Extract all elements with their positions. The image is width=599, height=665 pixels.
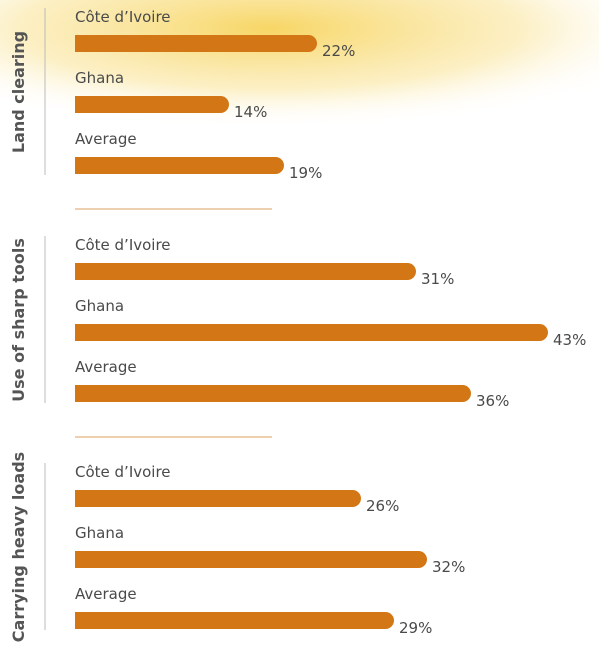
bar [75, 385, 471, 402]
value-label: 36% [476, 392, 509, 410]
bar-square [75, 157, 87, 174]
bar [75, 96, 229, 113]
bar [75, 157, 284, 174]
category-label: Ghana [75, 69, 124, 87]
category-label: Côte d’Ivoire [75, 8, 171, 26]
category-label: Ghana [75, 524, 124, 542]
panel-title: Land clearing [9, 31, 28, 153]
bar-square [75, 551, 87, 568]
bar-square [75, 263, 87, 280]
bar [75, 612, 394, 629]
bar-square [75, 324, 87, 341]
bar-square [75, 490, 87, 507]
bar [75, 551, 427, 568]
bar-square [75, 612, 87, 629]
value-label: 31% [421, 270, 454, 288]
value-label: 26% [366, 497, 399, 515]
panel-title: Use of sharp tools [9, 238, 28, 402]
panel-title: Carrying heavy loads [9, 452, 28, 642]
bar-square [75, 385, 87, 402]
bar [75, 490, 361, 507]
bar [75, 263, 416, 280]
bar-square [75, 96, 87, 113]
value-label: 22% [322, 42, 355, 60]
value-label: 29% [399, 619, 432, 637]
category-label: Average [75, 358, 137, 376]
value-label: 19% [289, 164, 322, 182]
value-label: 32% [432, 558, 465, 576]
category-label: Côte d’Ivoire [75, 236, 171, 254]
category-label: Ghana [75, 297, 124, 315]
category-label: Average [75, 130, 137, 148]
bar-square [75, 35, 87, 52]
bar [75, 324, 548, 341]
bar [75, 35, 317, 52]
category-label: Côte d’Ivoire [75, 463, 171, 481]
category-label: Average [75, 585, 137, 603]
value-label: 14% [234, 103, 267, 121]
value-label: 43% [553, 331, 586, 349]
